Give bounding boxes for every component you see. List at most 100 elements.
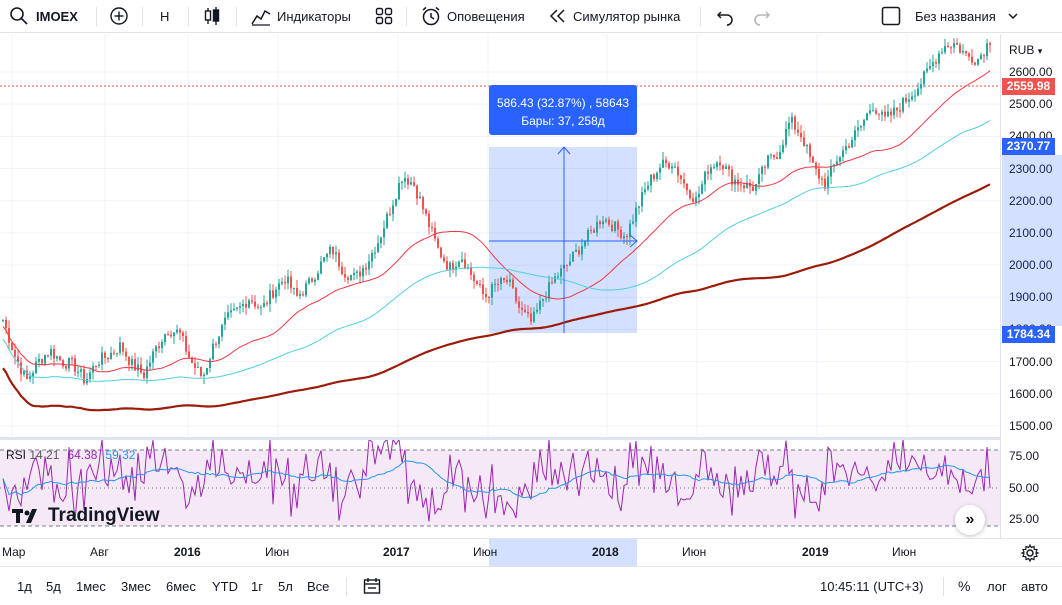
candle-body — [305, 283, 307, 296]
candle-body — [407, 178, 409, 185]
candle-body — [131, 358, 133, 365]
rsi-pane[interactable] — [0, 440, 1000, 538]
chart-type-button[interactable] — [202, 0, 222, 32]
candle-body — [122, 342, 124, 352]
candle-body — [359, 271, 361, 277]
measure-scale-highlight — [1002, 155, 1062, 326]
candle-body — [599, 221, 601, 225]
main-chart-pane[interactable] — [0, 34, 1000, 437]
candle-body — [548, 282, 550, 299]
candle-body — [704, 171, 706, 185]
time-axis[interactable]: Мар Авг 2016 Июн 2017 Июн 2018 Июн 2019 … — [0, 538, 1062, 568]
rsi-chart[interactable] — [0, 440, 1000, 538]
percent-scale-toggle[interactable]: % — [958, 578, 971, 594]
auto-scale-toggle[interactable]: авто — [1021, 579, 1048, 594]
candle-body — [590, 230, 592, 232]
price-scale-label: 2000.00 — [1009, 258, 1053, 273]
candle-body — [554, 276, 556, 283]
indicators-button[interactable]: Индикаторы — [250, 0, 351, 32]
price-chart[interactable] — [0, 34, 1000, 437]
range-5d-button[interactable]: 5д — [46, 579, 61, 594]
candle-body — [671, 166, 673, 169]
alerts-label: Оповещения — [447, 8, 525, 24]
candle-body — [11, 342, 13, 351]
candle-body — [521, 307, 523, 310]
price-scale-label: 1600.00 — [1009, 386, 1053, 401]
range-5y-button[interactable]: 5л — [278, 579, 293, 594]
candle-body — [332, 246, 334, 255]
candle-body — [887, 111, 889, 117]
compare-add-button[interactable] — [108, 0, 130, 32]
range-1m-button[interactable]: 1мес — [76, 579, 106, 594]
symbol-search-button[interactable]: IMOEX — [8, 0, 78, 32]
price-scale[interactable]: RUB ▾ 2600.00 2500.00 2400.00 2300.00 2200.0… — [1000, 34, 1062, 538]
undo-icon — [716, 11, 733, 26]
currency-label[interactable]: RUB ▾ — [1009, 43, 1043, 57]
price-scale-label: 1500.00 — [1009, 419, 1053, 433]
range-3m-button[interactable]: 3мес — [121, 579, 151, 594]
candle-body — [152, 351, 154, 363]
candle-body — [125, 351, 127, 357]
templates-button[interactable] — [374, 0, 394, 32]
candle-body — [89, 372, 91, 380]
range-all-button[interactable]: Все — [307, 579, 330, 594]
candle-body — [644, 189, 646, 193]
scroll-to-realtime-button[interactable]: » — [955, 505, 985, 535]
candle-body — [818, 168, 820, 179]
pane-separator[interactable] — [0, 437, 1062, 440]
candle-body — [326, 253, 328, 258]
candle-body — [479, 284, 481, 286]
alarm-clock-icon — [422, 6, 440, 26]
candle-body — [803, 137, 805, 147]
range-1d-button[interactable]: 1д — [17, 579, 32, 594]
candle-body — [611, 224, 613, 231]
time-label: Мар — [2, 545, 26, 559]
price-scale-label: 2200.00 — [1009, 193, 1053, 208]
candle-body — [941, 52, 943, 54]
undo-button[interactable] — [715, 0, 735, 32]
candle-body — [488, 296, 490, 298]
range-ytd-button[interactable]: YTD — [212, 579, 238, 594]
candle-body — [140, 364, 142, 373]
candle-body — [716, 162, 718, 168]
range-1y-button[interactable]: 1г — [251, 579, 263, 594]
candle-body — [68, 357, 70, 369]
replay-button[interactable]: Симулятор рынка — [548, 0, 680, 32]
candle-body — [983, 55, 985, 57]
candle-body — [860, 125, 862, 128]
candle-body — [380, 237, 382, 244]
clock-timezone[interactable]: 10:45:11 (UTC+3) — [820, 579, 924, 594]
double-chevron-right-icon: » — [965, 511, 975, 528]
range-6m-button[interactable]: 6мес — [166, 579, 196, 594]
candle-body — [896, 107, 898, 111]
tradingview-logo[interactable]: TradingView — [12, 505, 160, 527]
interval-button[interactable]: H — [160, 0, 169, 32]
candle-body — [656, 172, 658, 180]
candle-body — [446, 261, 448, 270]
candle-body — [752, 186, 754, 191]
candle-body — [245, 303, 247, 308]
redo-button[interactable] — [752, 0, 772, 32]
candle-body — [344, 274, 346, 278]
candle-body — [161, 342, 163, 349]
candle-body — [116, 352, 118, 354]
candle-body — [809, 144, 811, 157]
candle-body — [248, 300, 250, 308]
alerts-button[interactable]: Оповещения — [420, 0, 525, 32]
log-scale-toggle[interactable]: лог — [987, 579, 1007, 594]
candle-body — [338, 252, 340, 267]
settings-gear-button[interactable] — [1020, 543, 1040, 568]
candle-body — [5, 319, 7, 329]
candle-body — [974, 62, 976, 65]
candle-body — [932, 62, 934, 67]
rewind-icon — [549, 9, 565, 23]
candle-body — [647, 185, 649, 190]
candle-body — [179, 329, 181, 333]
date-range-button[interactable] — [362, 576, 382, 601]
candle-body — [713, 167, 715, 169]
candle-body — [377, 243, 379, 253]
rsi-legend[interactable]: RSI 14 21 64.38 59.32 — [6, 448, 135, 462]
candle-body — [119, 342, 121, 353]
candle-body — [710, 167, 712, 174]
layout-name-button[interactable]: Без названия — [880, 0, 1020, 32]
